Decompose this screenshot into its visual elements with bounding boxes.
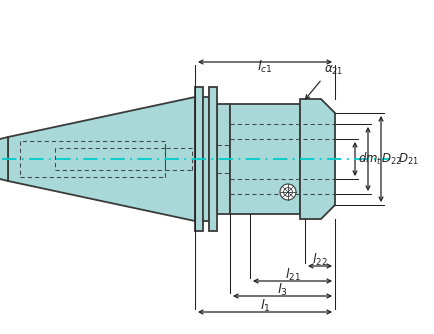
Polygon shape xyxy=(195,87,203,231)
Text: $l_{21}$: $l_{21}$ xyxy=(285,267,300,283)
Text: $dm_t$: $dm_t$ xyxy=(358,151,382,167)
Text: $D_{22}$: $D_{22}$ xyxy=(381,151,402,167)
Text: $\alpha_{21}$: $\alpha_{21}$ xyxy=(324,64,343,77)
Text: $D_{21}$: $D_{21}$ xyxy=(398,151,419,167)
Polygon shape xyxy=(203,97,209,221)
Circle shape xyxy=(280,184,296,200)
Text: $l_3$: $l_3$ xyxy=(277,282,288,298)
Polygon shape xyxy=(300,99,335,219)
Text: $l_{c1}$: $l_{c1}$ xyxy=(257,59,273,75)
Polygon shape xyxy=(230,104,300,214)
Text: $l_{22}$: $l_{22}$ xyxy=(312,252,328,268)
Polygon shape xyxy=(8,97,195,221)
Text: $l_1$: $l_1$ xyxy=(260,298,270,314)
Polygon shape xyxy=(0,137,8,181)
Polygon shape xyxy=(209,87,217,231)
Polygon shape xyxy=(217,104,230,214)
